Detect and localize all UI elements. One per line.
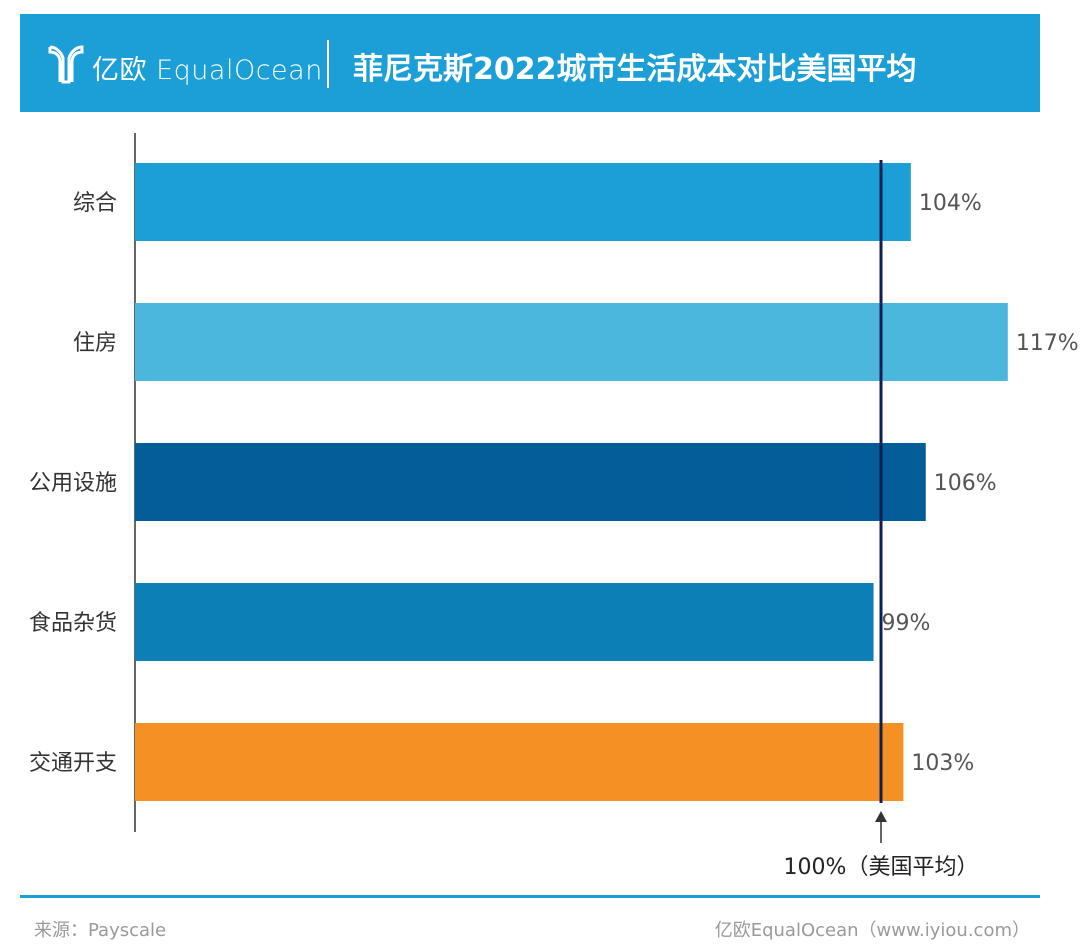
brand-name: 亿欧 EqualOcean: [92, 55, 323, 86]
footer-rule: [20, 895, 1040, 898]
chart-title: 菲尼克斯2022城市生活成本对比美国平均: [353, 52, 917, 87]
value-label: 106%: [934, 471, 997, 496]
category-label: 食品杂货: [29, 611, 117, 636]
reference-layer: 100%（美国平均）: [784, 160, 979, 880]
value-labels: 104% 117% 106% 99% 103%: [882, 191, 1079, 776]
bar-3: [135, 443, 926, 521]
header-divider: [327, 40, 329, 88]
category-label: 公用设施: [29, 471, 117, 496]
value-label: 117%: [1016, 331, 1079, 356]
credit-note: 亿欧EqualOcean（www.iyiou.com）: [714, 920, 1030, 941]
reference-label: 100%（美国平均）: [784, 855, 979, 880]
value-label: 104%: [919, 191, 982, 216]
category-label: 综合: [73, 191, 117, 216]
bar-2: [135, 303, 1008, 381]
value-label: 103%: [911, 751, 974, 776]
bar-1: [135, 163, 911, 241]
header-banner: 亿欧 EqualOcean 菲尼克斯2022城市生活成本对比美国平均: [20, 14, 1040, 112]
bar-4: [135, 583, 874, 661]
equalocean-logo-icon: [48, 45, 84, 84]
category-label: 住房: [73, 331, 117, 356]
category-label: 交通开支: [29, 751, 117, 776]
source-note: 来源：Payscale: [34, 920, 167, 941]
bar-5: [135, 723, 904, 801]
bars-layer: [135, 163, 1008, 801]
value-label: 99%: [882, 611, 931, 636]
reference-arrow-head: [875, 811, 887, 822]
